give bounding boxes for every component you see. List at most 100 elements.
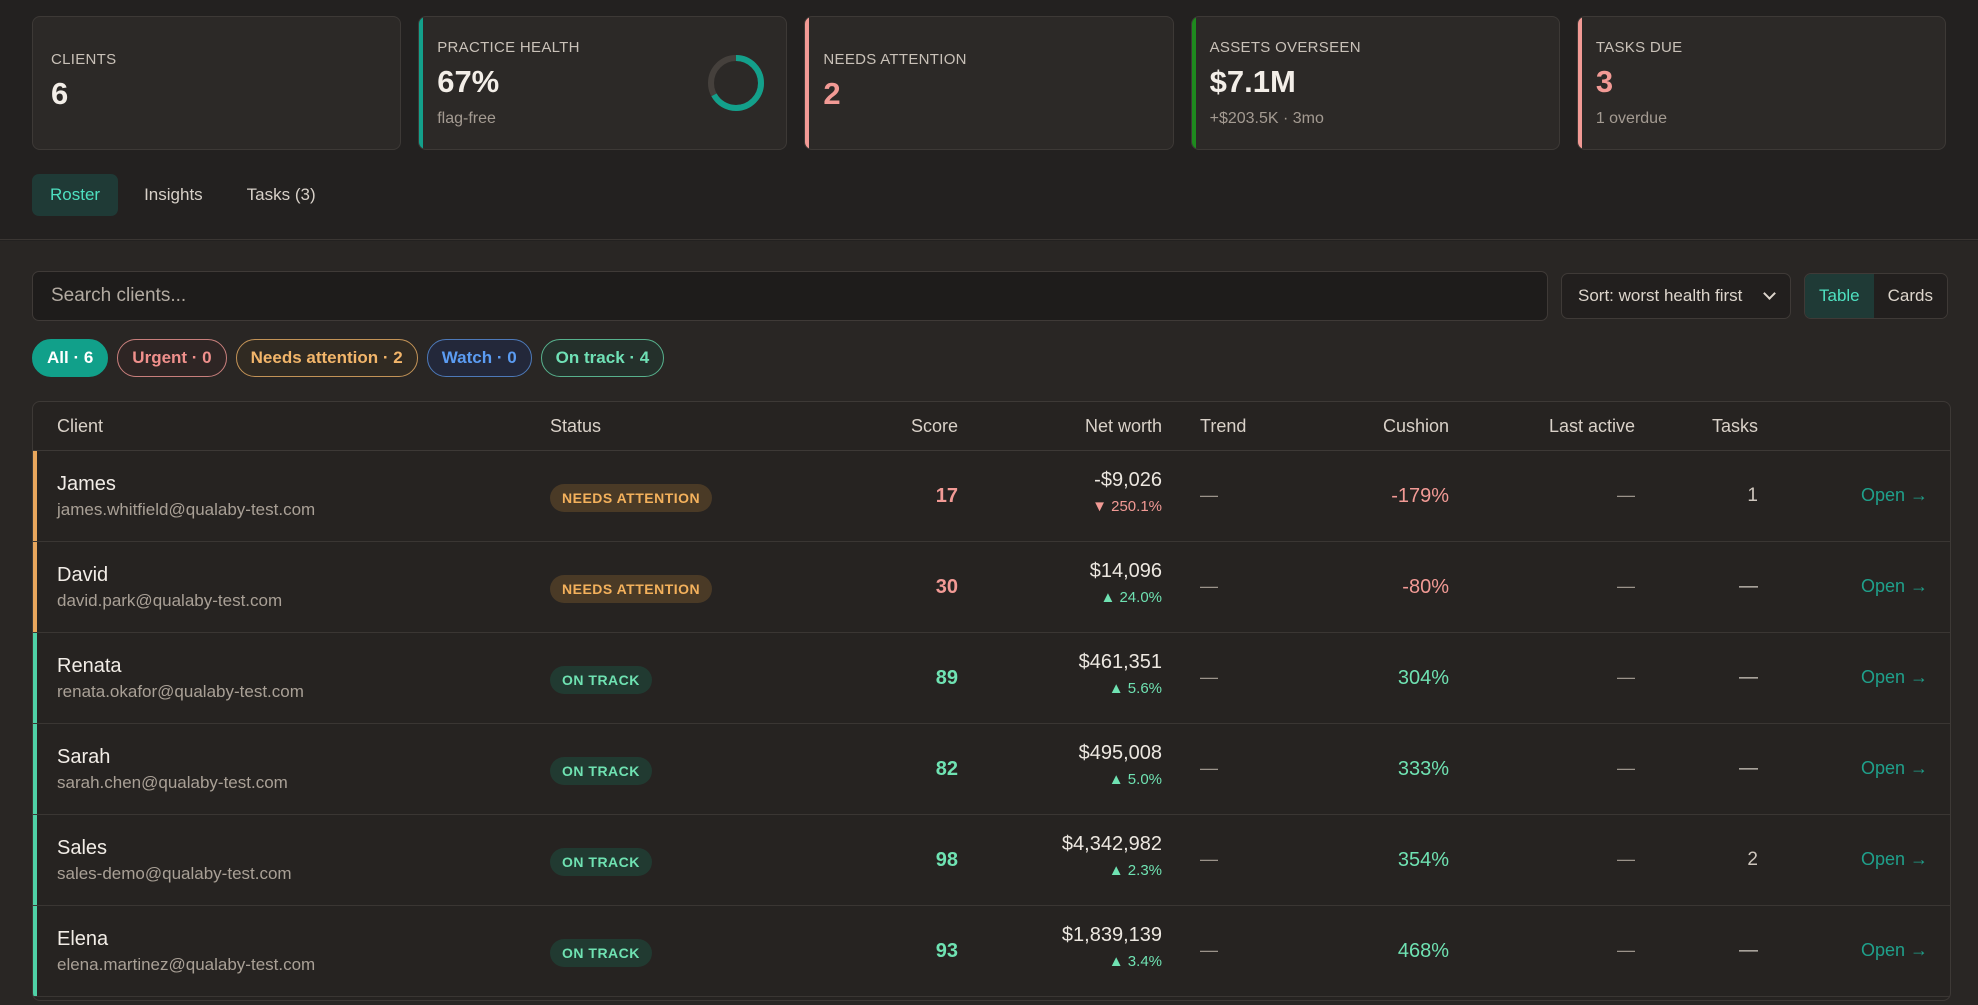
col-score[interactable]: Score: [910, 416, 958, 436]
client-name: Elena: [57, 928, 109, 950]
col-cushion[interactable]: Cushion: [1382, 416, 1449, 436]
last-active-cell: —: [1617, 940, 1635, 960]
table-row[interactable]: Sales sales-demo@qualaby-test.com ON TRA…: [33, 815, 1950, 906]
tab-insights[interactable]: Insights: [144, 185, 203, 204]
open-client-link[interactable]: Open →: [1860, 758, 1928, 778]
status-badge: ON TRACK: [550, 757, 652, 785]
status-badge: NEEDS ATTENTION: [550, 484, 713, 512]
score-cell: 30: [935, 576, 958, 598]
cushion-cell: 333%: [1397, 758, 1449, 780]
table-row[interactable]: Sarah sarah.chen@qualaby-test.com ON TRA…: [33, 724, 1950, 815]
status-badge: NEEDS ATTENTION: [550, 575, 713, 603]
status-badge: ON TRACK: [550, 939, 652, 967]
trend-cell: —: [1200, 485, 1218, 505]
client-email: renata.okafor@qualaby-test.com: [57, 682, 304, 701]
client-cell: David david.park@qualaby-test.com: [57, 564, 282, 611]
clients-card: CLIENTS 6: [32, 16, 402, 150]
net-worth-delta: ▲ 24.0%: [1100, 589, 1162, 606]
cards-view-button[interactable]: Cards: [1873, 274, 1947, 318]
filter-urgent[interactable]: Urgent · 0: [117, 339, 227, 377]
col-net-worth[interactable]: Net worth: [1084, 416, 1162, 436]
health-sub: flag-free: [437, 110, 496, 127]
assets-value: $7.1M: [1209, 64, 1296, 99]
client-cell: Elena elena.martinez@qualaby-test.com: [57, 928, 315, 975]
tasks-label: TASKS DUE: [1595, 39, 1683, 56]
open-client-link[interactable]: Open →: [1860, 849, 1928, 869]
filter-on-track[interactable]: On track · 4: [540, 339, 665, 377]
status-badge: ON TRACK: [550, 666, 652, 694]
filter-chips: All · 6 Urgent · 0 Needs attention · 2 W…: [32, 339, 665, 377]
assets-overseen-card: ASSETS OVERSEEN $7.1M +$203.5K · 3mo: [1190, 16, 1560, 150]
score-cell: 98: [935, 849, 958, 871]
net-worth-value: -$9,026: [1094, 469, 1162, 491]
tasks-cell: —: [1739, 758, 1758, 779]
table-row[interactable]: David david.park@qualaby-test.com NEEDS …: [33, 542, 1950, 633]
client-cell: Sarah sarah.chen@qualaby-test.com: [57, 746, 288, 793]
status-cell: NEEDS ATTENTION: [550, 575, 713, 603]
assets-label: ASSETS OVERSEEN: [1209, 39, 1361, 56]
open-client-link[interactable]: Open →: [1860, 485, 1928, 505]
filter-all[interactable]: All · 6: [32, 339, 109, 377]
net-worth-delta: ▲ 5.6%: [1108, 680, 1162, 697]
main-tabs: Roster Insights Tasks (3): [32, 174, 334, 216]
table-row[interactable]: James james.whitfield@qualaby-test.com N…: [33, 451, 1950, 542]
trend-cell: —: [1200, 758, 1218, 778]
client-name: David: [57, 564, 109, 586]
client-email: james.whitfield@qualaby-test.com: [57, 500, 316, 519]
clients-value: 6: [51, 76, 69, 111]
health-ring-icon: [708, 55, 765, 111]
status-cell: NEEDS ATTENTION: [550, 484, 713, 512]
client-cell: Renata renata.okafor@qualaby-test.com: [57, 655, 304, 702]
net-worth-cell: $4,342,982 ▲ 2.3%: [1062, 833, 1162, 879]
col-client[interactable]: Client: [57, 416, 104, 436]
status-cell: ON TRACK: [550, 666, 652, 694]
last-active-cell: —: [1617, 485, 1635, 505]
practice-health-card: PRACTICE HEALTH 67% flag-free: [418, 16, 788, 150]
tasks-cell: —: [1739, 667, 1758, 688]
trend-cell: —: [1200, 576, 1218, 596]
trend-cell: —: [1200, 849, 1218, 869]
last-active-cell: —: [1617, 576, 1635, 596]
client-name: James: [57, 473, 116, 495]
sort-select[interactable]: Sort: worst health first: [1561, 273, 1791, 319]
col-last-active[interactable]: Last active: [1548, 416, 1635, 436]
col-tasks[interactable]: Tasks: [1711, 416, 1758, 436]
client-email: david.park@qualaby-test.com: [57, 591, 283, 610]
net-worth-delta: ▲ 2.3%: [1108, 862, 1162, 879]
tasks-cell: 2: [1747, 849, 1758, 870]
clients-label: CLIENTS: [51, 51, 117, 68]
net-worth-cell: $14,096 ▲ 24.0%: [1090, 560, 1162, 606]
net-worth-value: $14,096: [1089, 560, 1162, 582]
open-client-link[interactable]: Open →: [1860, 667, 1928, 687]
score-cell: 93: [935, 940, 958, 962]
client-cell: James james.whitfield@qualaby-test.com: [57, 473, 315, 520]
table-view-button[interactable]: Table: [1805, 274, 1874, 318]
net-worth-cell: $461,351 ▲ 5.6%: [1079, 651, 1162, 697]
table-row[interactable]: Renata renata.okafor@qualaby-test.com ON…: [33, 633, 1950, 724]
net-worth-cell: -$9,026 ▼ 250.1%: [1092, 469, 1162, 515]
client-email: sarah.chen@qualaby-test.com: [57, 773, 288, 792]
score-cell: 82: [935, 758, 958, 780]
chevron-down-icon: [1763, 287, 1776, 300]
filter-needs-attention[interactable]: Needs attention · 2: [235, 339, 418, 377]
net-worth-cell: $495,008 ▲ 5.0%: [1079, 742, 1162, 788]
cushion-cell: 468%: [1397, 940, 1449, 962]
cushion-cell: 304%: [1397, 667, 1449, 689]
cushion-cell: -80%: [1402, 576, 1449, 598]
client-email: elena.martinez@qualaby-test.com: [57, 955, 316, 974]
trend-cell: —: [1200, 940, 1218, 960]
open-client-link[interactable]: Open →: [1860, 576, 1928, 596]
net-worth-delta: ▲ 5.0%: [1108, 771, 1162, 788]
open-client-link[interactable]: Open →: [1860, 940, 1928, 960]
filter-watch[interactable]: Watch · 0: [426, 339, 532, 377]
view-toggle: Table Cards: [1804, 273, 1948, 319]
tab-roster[interactable]: Roster: [32, 174, 119, 216]
tab-tasks[interactable]: Tasks (3): [246, 185, 316, 204]
col-trend[interactable]: Trend: [1200, 416, 1247, 436]
table-header: Client Status Score Net worth Trend Cush…: [33, 402, 1950, 451]
col-status[interactable]: Status: [550, 416, 602, 436]
search-input[interactable]: [32, 271, 1548, 321]
client-name: Renata: [57, 655, 122, 677]
status-cell: ON TRACK: [550, 848, 652, 876]
table-row[interactable]: Elena elena.martinez@qualaby-test.com ON…: [33, 906, 1950, 997]
